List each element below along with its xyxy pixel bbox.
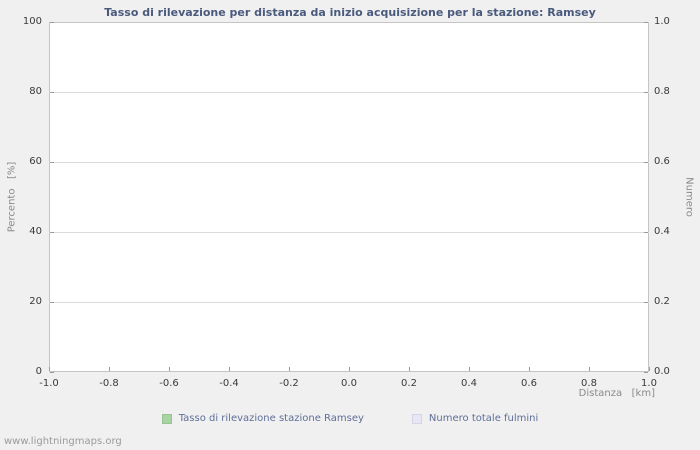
x-tick-label: 0.0	[341, 378, 357, 389]
y-tick-left	[50, 232, 54, 233]
legend-label-total-strikes: Numero totale fulmini	[428, 413, 539, 424]
x-tick	[49, 367, 50, 371]
watermark: www.lightningmaps.org	[4, 436, 122, 447]
y-tick-left	[50, 22, 54, 23]
y-tick-label-left: 80	[29, 86, 42, 97]
y-tick-label-right: 0.0	[654, 366, 670, 377]
y-axis-label-right: Numero	[683, 177, 695, 217]
x-tick-label: -1.0	[39, 378, 59, 389]
gridline	[49, 302, 649, 303]
legend-swatch-detection-rate	[161, 413, 172, 424]
x-tick-label: 0.2	[401, 378, 417, 389]
y-tick-left	[50, 372, 54, 373]
legend-item-total-strikes: Numero totale fulmini	[411, 413, 539, 424]
chart-title: Tasso di rilevazione per distanza da ini…	[104, 6, 596, 19]
x-tick	[169, 367, 170, 371]
x-tick-label: -0.6	[159, 378, 179, 389]
y-tick-label-left: 60	[29, 156, 42, 167]
gridline	[49, 162, 649, 163]
x-tick	[529, 367, 530, 371]
x-tick-label: -0.8	[99, 378, 119, 389]
gridline	[49, 232, 649, 233]
y-tick-label-left: 40	[29, 226, 42, 237]
x-tick	[349, 367, 350, 371]
y-axis-label-left: Percento [%]	[6, 161, 18, 233]
y-tick-right	[644, 92, 648, 93]
x-tick	[109, 367, 110, 371]
x-tick	[649, 367, 650, 371]
y-tick-right	[644, 372, 648, 373]
legend-item-detection-rate: Tasso di rilevazione stazione Ramsey	[161, 413, 364, 424]
y-tick-label-left: 0	[35, 366, 42, 377]
legend: Tasso di rilevazione stazione Ramsey Num…	[0, 413, 700, 424]
legend-swatch-total-strikes	[411, 413, 422, 424]
x-axis-label: Distanza [km]	[578, 388, 655, 399]
x-tick-label: -0.4	[219, 378, 239, 389]
y-tick-label-left: 20	[29, 296, 42, 307]
y-tick-label-right: 0.6	[654, 156, 670, 167]
y-tick-label-right: 0.8	[654, 86, 670, 97]
y-tick-label-left: 100	[22, 16, 42, 27]
y-tick-label-right: 1.0	[654, 16, 670, 27]
x-tick-label: 1.0	[641, 378, 657, 389]
x-tick	[589, 367, 590, 371]
y-tick-right	[644, 162, 648, 163]
x-tick-label: 0.8	[581, 378, 597, 389]
x-tick	[409, 367, 410, 371]
y-tick-left	[50, 162, 54, 163]
y-tick-label-right: 0.2	[654, 296, 670, 307]
x-tick-label: -0.2	[279, 378, 299, 389]
x-tick	[469, 367, 470, 371]
y-tick-right	[644, 22, 648, 23]
x-tick	[289, 367, 290, 371]
y-tick-right	[644, 232, 648, 233]
x-tick-label: 0.4	[461, 378, 477, 389]
y-tick-right	[644, 302, 648, 303]
y-tick-left	[50, 92, 54, 93]
gridline	[49, 92, 649, 93]
plot-area	[49, 22, 649, 372]
y-tick-left	[50, 302, 54, 303]
x-tick	[229, 367, 230, 371]
y-tick-label-right: 0.4	[654, 226, 670, 237]
x-tick-label: 0.6	[521, 378, 537, 389]
legend-label-detection-rate: Tasso di rilevazione stazione Ramsey	[178, 413, 364, 424]
